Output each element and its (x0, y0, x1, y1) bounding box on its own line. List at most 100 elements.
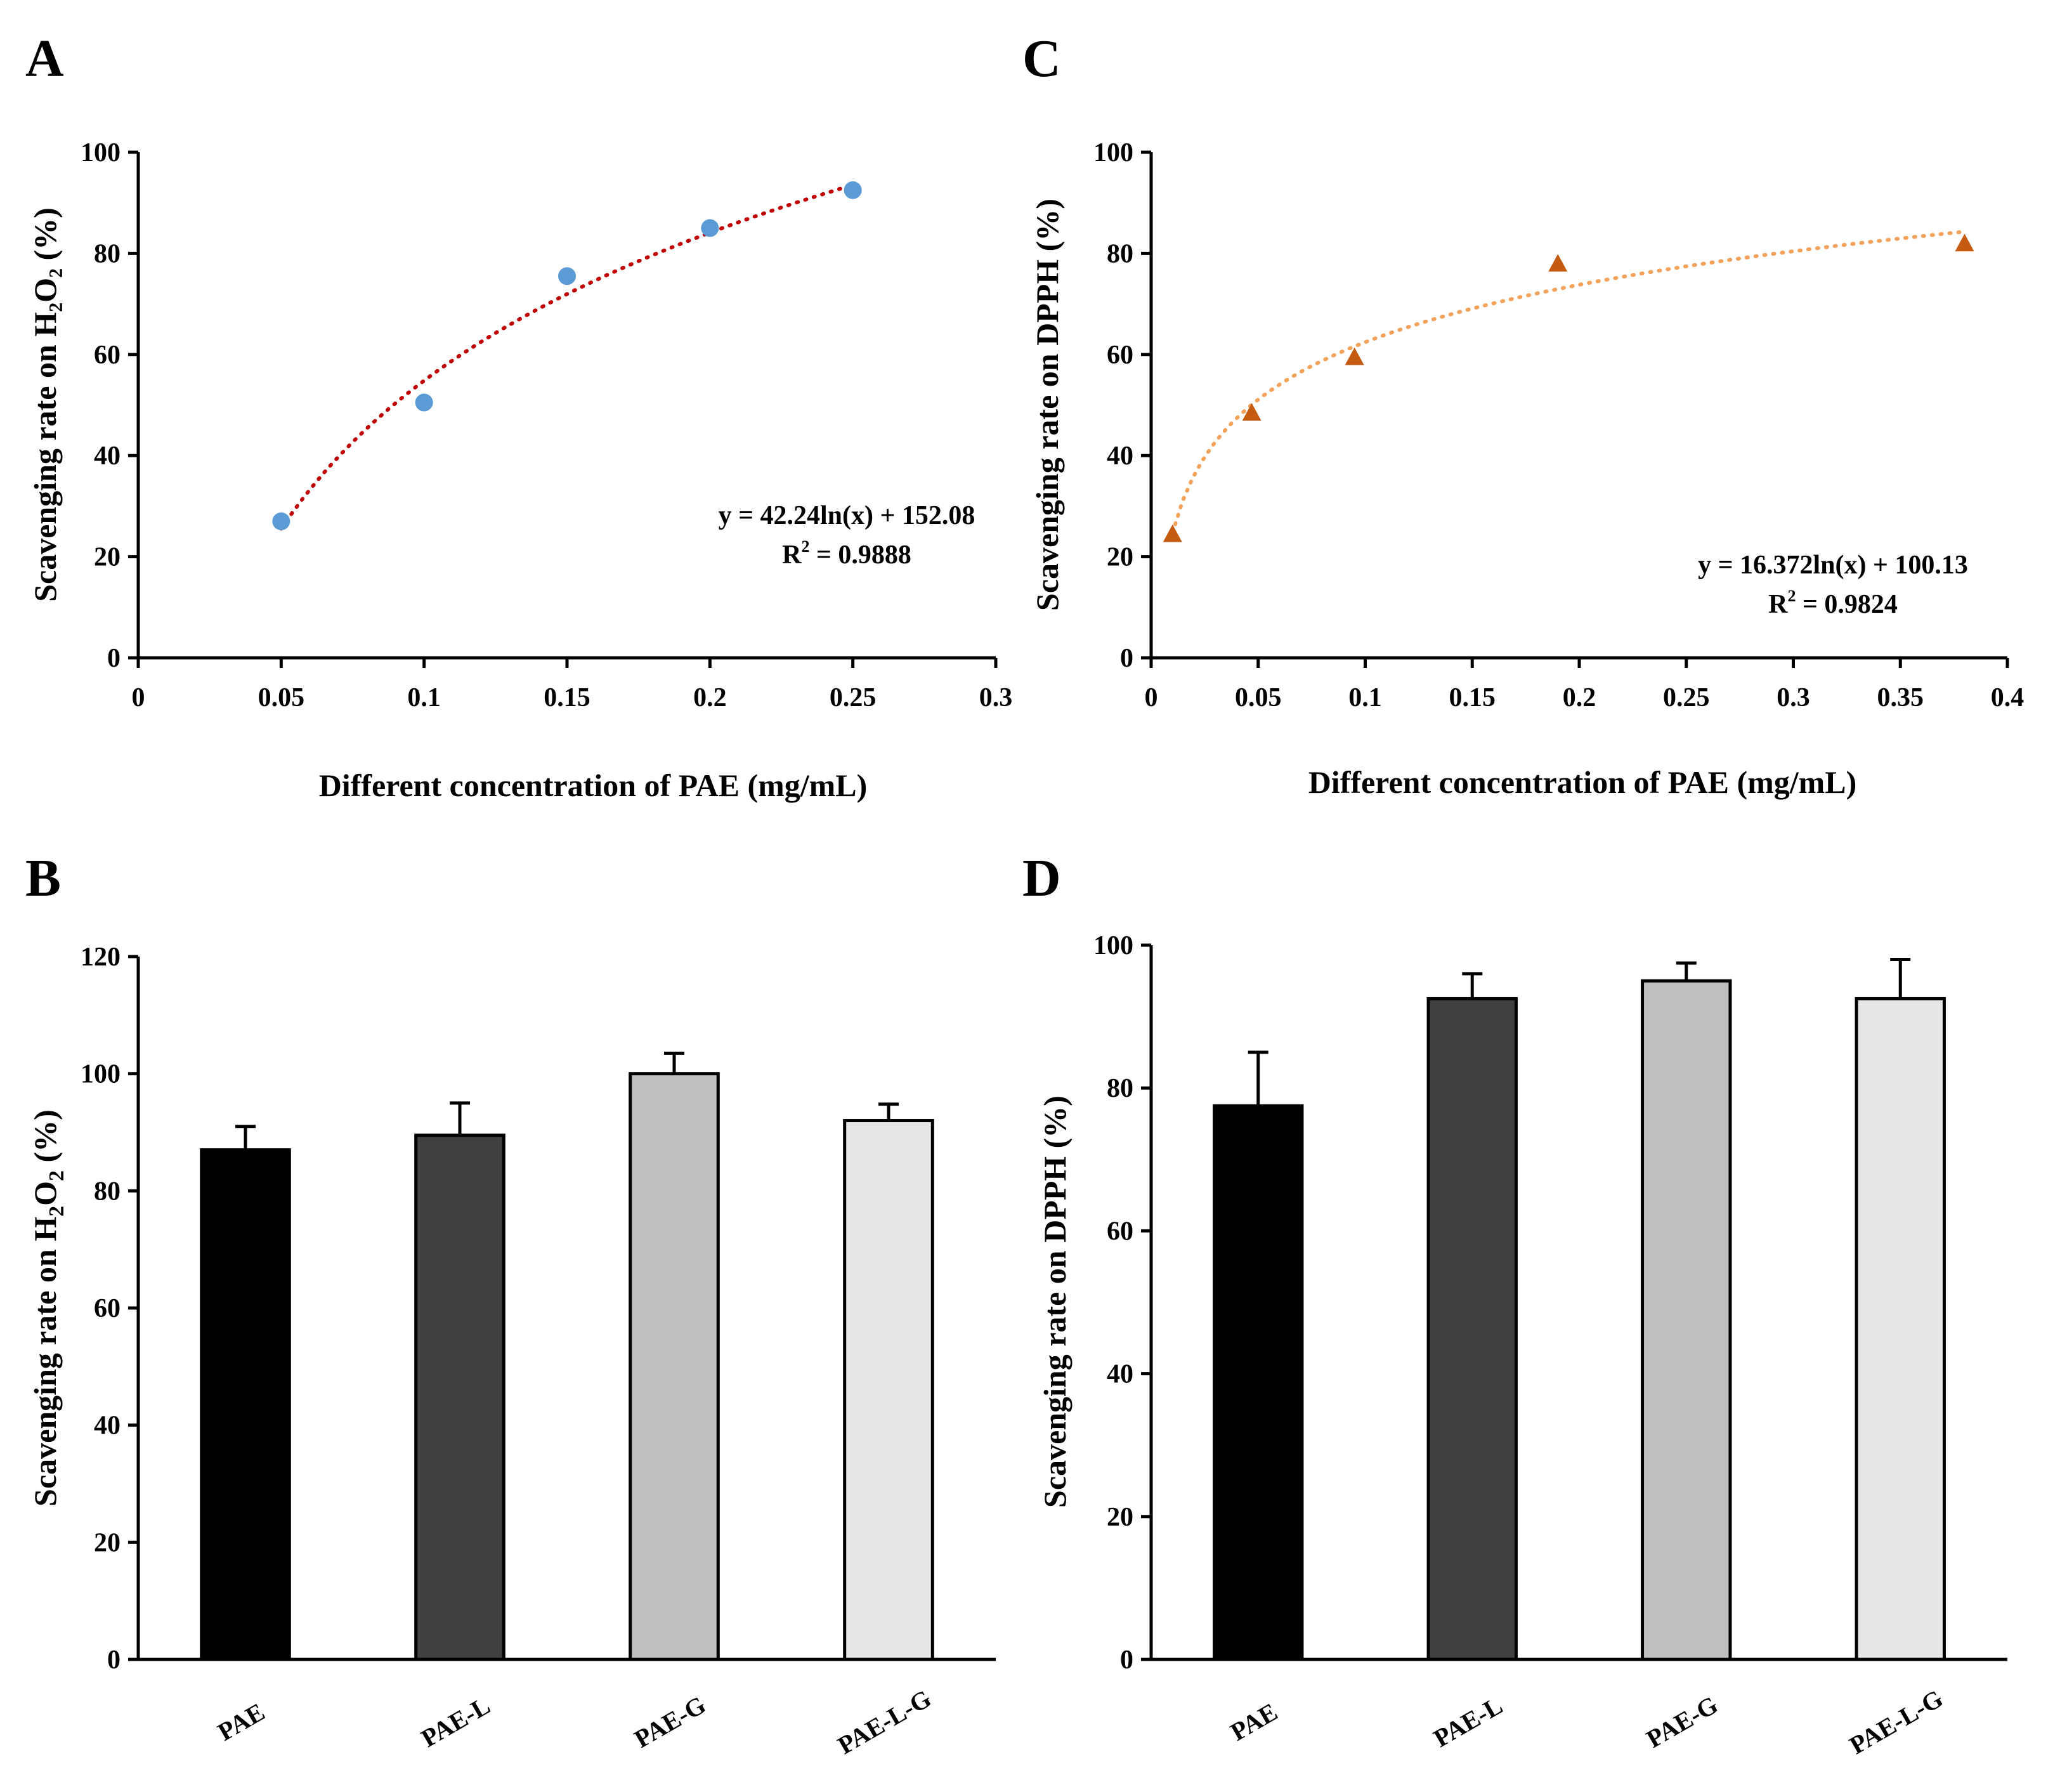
a-y-tick-label: 0 (107, 644, 121, 673)
a-x-tick-label: 0.3 (979, 683, 1013, 712)
panel-a: A 0 20 40 60 80 100 0 0.05 0.1 0.15 0.2 0.25 0.3 y … (25, 29, 1012, 803)
c-x-tick-label: 0.3 (1777, 683, 1810, 712)
c-x-tick-label: 0.05 (1235, 683, 1282, 712)
a-y-tick-label: 40 (94, 441, 121, 471)
b-bar-pae-g (629, 1072, 720, 1661)
c-y-tick-label: 60 (1107, 341, 1133, 370)
panel-a-y-ticks: 0 20 40 60 80 100 (81, 138, 138, 673)
b-category-label: PAE-G (629, 1690, 710, 1753)
d-y-tick-label: 80 (1107, 1074, 1133, 1103)
b-category-label: PAE-L (416, 1691, 495, 1753)
c-data-point (1242, 403, 1262, 421)
b-y-tick-label: 60 (94, 1294, 121, 1323)
panel-a-r2: R2 = 0.9888 (782, 537, 911, 570)
panel-b-y-ticks: 0 20 40 60 80 100 120 (81, 943, 138, 1675)
a-data-point (415, 393, 433, 412)
panel-d-letter: D (1022, 849, 1061, 908)
c-data-point (1345, 347, 1364, 365)
panel-b-y-label-sub2: 2 (45, 1170, 68, 1181)
a-x-tick-label: 0.25 (830, 683, 877, 712)
a-x-tick-label: 0.05 (258, 683, 305, 712)
d-category-label: PAE-L-G (1844, 1684, 1947, 1760)
b-y-tick-label: 40 (94, 1411, 121, 1441)
d-y-tick-label: 20 (1107, 1503, 1133, 1532)
a-y-tick-label: 100 (81, 138, 121, 167)
a-x-tick-label: 0 (132, 683, 145, 712)
b-y-tick-label: 0 (107, 1645, 121, 1675)
b-bar-pae (200, 1148, 291, 1661)
panel-a-letter: A (25, 29, 64, 88)
c-data-point (1548, 254, 1568, 272)
b-bar-pae-l-g (843, 1119, 934, 1661)
c-y-tick-label: 40 (1107, 441, 1133, 471)
panel-c-x-ticks: 0 0.05 0.1 0.15 0.2 0.25 0.3 0.35 0.4 (1145, 658, 2025, 712)
a-data-point (701, 219, 719, 237)
a-y-tick-label: 80 (94, 239, 121, 268)
panel-b-y-label: Scavenging rate on H2O2 (%) (27, 1109, 68, 1507)
b-category-label: PAE (213, 1697, 270, 1746)
panel-c-x-label: Different concentration of PAE (mg/mL) (1308, 764, 1857, 800)
panel-b-y-label-mid: O (27, 1181, 63, 1206)
panel-c: C 0 20 40 60 80 100 0 0.05 0.1 0.15 0.2 0.25 0.3 0.3… (1022, 29, 2024, 800)
c-x-tick-label: 0 (1145, 683, 1158, 712)
panel-a-x-label: Different concentration of PAE (mg/mL) (319, 768, 868, 803)
panel-c-y-label: Scavenging rate on DPPH (%) (1029, 199, 1065, 611)
d-y-tick-label: 100 (1093, 931, 1133, 960)
panel-a-x-ticks: 0 0.05 0.1 0.15 0.2 0.25 0.3 (132, 658, 1013, 712)
c-data-point (1163, 524, 1182, 542)
panel-a-r2-sup: 2 (801, 537, 809, 556)
d-category-label: PAE-G (1641, 1690, 1723, 1753)
panel-b-letter: B (25, 849, 61, 908)
panel-c-letter: C (1022, 29, 1061, 88)
c-y-tick-label: 80 (1107, 239, 1133, 268)
c-x-tick-label: 0.35 (1877, 683, 1924, 712)
panel-c-trendline (1170, 230, 1967, 535)
c-x-tick-label: 0.4 (1991, 683, 2025, 712)
panel-d-y-label: Scavenging rate on DPPH (%) (1037, 1095, 1073, 1508)
a-y-tick-label: 60 (94, 341, 121, 370)
d-bar-pae-l (1426, 997, 1518, 1661)
panel-c-r2: R2 = 0.9824 (1768, 587, 1898, 619)
panel-c-r2-value: = 0.9824 (1796, 590, 1897, 619)
a-x-tick-label: 0.2 (693, 683, 727, 712)
b-category-label: PAE-L-G (833, 1684, 936, 1760)
d-y-tick-label: 40 (1107, 1360, 1133, 1389)
b-y-tick-label: 100 (81, 1060, 121, 1089)
c-x-tick-label: 0.2 (1563, 683, 1596, 712)
panel-b: B 0 20 40 60 80 100 120 PAE PAE-L PAE-G PAE-L-G S… (25, 849, 996, 1760)
d-y-tick-label: 0 (1120, 1645, 1133, 1675)
c-x-tick-label: 0.15 (1449, 683, 1496, 712)
panel-c-y-ticks: 0 20 40 60 80 100 (1093, 138, 1151, 673)
panel-d-bars (1213, 958, 1946, 1661)
a-x-tick-label: 0.15 (544, 683, 590, 712)
panel-b-y-label-main: Scavenging rate on H (27, 1217, 63, 1507)
d-bar-pae (1213, 1104, 1304, 1661)
panel-d-y-ticks: 0 20 40 60 80 100 (1093, 931, 1151, 1675)
panel-b-y-label-end: (%) (27, 1109, 63, 1170)
panel-c-r2-label: R (1768, 590, 1788, 619)
b-y-tick-label: 80 (94, 1177, 121, 1206)
c-y-tick-label: 20 (1107, 543, 1133, 572)
c-data-point (1955, 233, 1974, 252)
panel-c-r2-sup: 2 (1787, 587, 1796, 605)
d-y-tick-label: 60 (1107, 1217, 1133, 1246)
a-data-point (844, 181, 862, 199)
panel-a-r2-label: R (782, 540, 802, 570)
a-data-point (272, 512, 290, 530)
panel-c-equation: y = 16.372ln(x) + 100.13 (1698, 551, 1968, 580)
panel-a-trendline (279, 183, 855, 531)
panel-b-bars (200, 1051, 934, 1661)
c-x-tick-label: 0.1 (1348, 683, 1382, 712)
b-bar-pae-l (414, 1134, 505, 1661)
panel-d-categories: PAE PAE-L PAE-G PAE-L-G (1225, 1684, 1947, 1760)
c-y-tick-label: 0 (1120, 644, 1133, 673)
panel-b-categories: PAE PAE-L PAE-G PAE-L-G (213, 1684, 936, 1760)
d-category-label: PAE-L (1429, 1691, 1508, 1753)
panel-d: D 0 20 40 60 80 100 PAE PAE-L PAE-G PAE-L-G Scav… (1022, 849, 2007, 1760)
panel-a-equation: y = 42.24ln(x) + 152.08 (719, 501, 975, 530)
b-y-tick-label: 20 (94, 1528, 121, 1557)
a-data-point (558, 267, 576, 285)
c-y-tick-label: 100 (1093, 138, 1133, 167)
d-category-label: PAE (1225, 1697, 1282, 1746)
